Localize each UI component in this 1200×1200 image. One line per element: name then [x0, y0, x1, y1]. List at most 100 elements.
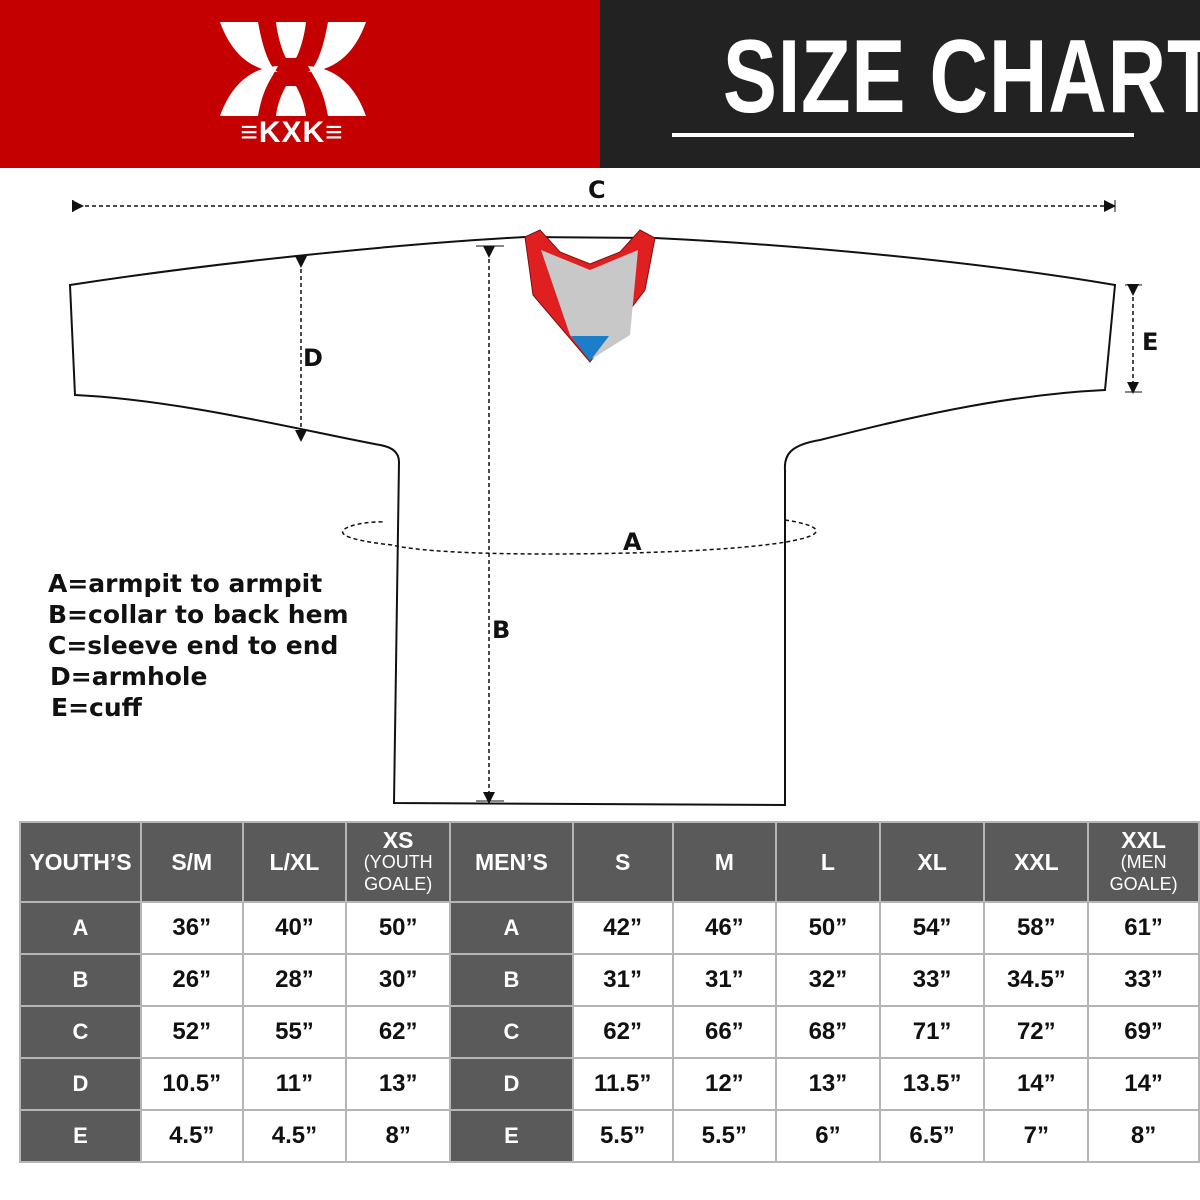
men-value: 5.5”	[671, 1109, 778, 1163]
page-title: SIZE CHART	[722, 19, 1200, 135]
size-header: S	[571, 821, 674, 903]
youth-value: 55”	[241, 1005, 348, 1059]
jersey-outline	[68, 235, 1117, 807]
men-value: 42”	[571, 901, 674, 955]
row-key: E	[19, 1109, 142, 1163]
size-header: L/XL	[241, 821, 348, 903]
label-c: C	[588, 176, 606, 204]
youth-value: 36”	[139, 901, 244, 955]
table-row: D 10.5” 11” 13” D 11.5” 12” 13” 13.5” 14” 14”	[19, 1057, 1200, 1111]
legend-item: B=collar to back hem	[48, 600, 349, 629]
measure-line-a	[341, 519, 817, 555]
men-value: 66”	[671, 1005, 778, 1059]
row-key: D	[449, 1057, 574, 1111]
youth-value: 52”	[139, 1005, 244, 1059]
men-header: MEN’S	[449, 821, 574, 903]
men-value: 33”	[878, 953, 986, 1007]
title-banner	[600, 0, 1200, 168]
label-d: D	[303, 344, 323, 372]
row-key: D	[19, 1057, 142, 1111]
size-header: XXL	[983, 821, 1090, 903]
size-header-main: XXL	[1121, 827, 1166, 853]
youth-value: 4.5”	[139, 1109, 244, 1163]
youth-value: 30”	[345, 953, 452, 1007]
youth-value: 4.5”	[241, 1109, 348, 1163]
legend-item: D=armhole	[50, 662, 208, 691]
table-row: E 4.5” 4.5” 8” E 5.5” 5.5” 6” 6.5” 7” 8”	[19, 1109, 1200, 1163]
size-header-sub1: (YOUTH	[363, 852, 433, 872]
youth-value: 13”	[345, 1057, 452, 1111]
men-value: 32”	[775, 953, 881, 1007]
men-value: 50”	[775, 901, 881, 955]
men-value: 58”	[983, 901, 1090, 955]
label-e: E	[1142, 328, 1159, 356]
men-value: 11.5”	[571, 1057, 674, 1111]
row-key: C	[19, 1005, 142, 1059]
row-key: A	[449, 901, 574, 955]
size-header: S/M	[139, 821, 244, 903]
logo-lines-right: ≡	[325, 116, 344, 149]
size-header: XS (YOUTH GOALE)	[345, 821, 452, 903]
table-row: C 52” 55” 62” C 62” 66” 68” 71” 72” 69”	[19, 1005, 1200, 1059]
men-value: 33”	[1087, 953, 1200, 1007]
size-header-sub2: GOALE)	[1109, 874, 1178, 894]
collar-accent	[571, 336, 609, 361]
label-a: A	[623, 528, 642, 556]
legend-item: C=sleeve end to end	[48, 631, 339, 660]
men-value: 31”	[571, 953, 674, 1007]
label-b: B	[492, 616, 511, 644]
men-value: 8”	[1087, 1109, 1200, 1163]
row-key: B	[19, 953, 142, 1007]
kxk-logo-icon	[220, 22, 366, 116]
table-row: A 36” 40” 50” A 42” 46” 50” 54” 58” 61”	[19, 901, 1200, 955]
logo-lines-left: ≡	[240, 116, 259, 149]
men-value: 5.5”	[571, 1109, 674, 1163]
men-value: 13.5”	[878, 1057, 986, 1111]
men-value: 71”	[878, 1005, 986, 1059]
youth-header: YOUTH’S	[19, 821, 142, 903]
jersey-diagram	[68, 200, 1142, 807]
men-value: 6”	[775, 1109, 881, 1163]
size-header: M	[671, 821, 778, 903]
men-value: 61”	[1087, 901, 1200, 955]
men-value: 68”	[775, 1005, 881, 1059]
row-key: A	[19, 901, 142, 955]
men-value: 12”	[671, 1057, 778, 1111]
men-value: 6.5”	[878, 1109, 986, 1163]
men-value: 46”	[671, 901, 778, 955]
size-header: XXL (MEN GOALE)	[1087, 821, 1200, 903]
youth-value: 40”	[241, 901, 348, 955]
youth-value: 8”	[345, 1109, 452, 1163]
table-header-row: YOUTH’S S/M L/XL XS (YOUTH GOALE) MEN’S S M L XL XX…	[19, 821, 1200, 903]
men-value: 13”	[775, 1057, 881, 1111]
row-key: C	[449, 1005, 574, 1059]
men-value: 34.5”	[983, 953, 1090, 1007]
size-header: XL	[878, 821, 986, 903]
youth-value: 50”	[345, 901, 452, 955]
youth-value: 10.5”	[139, 1057, 244, 1111]
logo-text: ≡KXK≡	[218, 116, 366, 150]
youth-value: 28”	[241, 953, 348, 1007]
youth-value: 26”	[139, 953, 244, 1007]
collar-inner	[541, 250, 638, 360]
men-value: 62”	[571, 1005, 674, 1059]
measurement-legend: A=armpit to armpit B=collar to back hem …	[48, 568, 349, 723]
size-header-sub2: GOALE)	[364, 874, 433, 894]
row-key: B	[449, 953, 574, 1007]
men-value: 69”	[1087, 1005, 1200, 1059]
men-value: 14”	[1087, 1057, 1200, 1111]
legend-item: A=armpit to armpit	[48, 569, 323, 598]
men-value: 7”	[983, 1109, 1090, 1163]
size-header: L	[775, 821, 881, 903]
youth-value: 62”	[345, 1005, 452, 1059]
legend-item: E=cuff	[51, 693, 142, 722]
size-table: YOUTH’S S/M L/XL XS (YOUTH GOALE) MEN’S S M L XL XX…	[19, 821, 1200, 1163]
size-header-main: XS	[382, 827, 414, 853]
men-value: 14”	[983, 1057, 1090, 1111]
men-value: 54”	[878, 901, 986, 955]
size-header-sub1: (MEN	[1120, 852, 1167, 872]
logo-wordmark: KXK	[258, 116, 326, 149]
table-row: B 26” 28” 30” B 31” 31” 32” 33” 34.5” 33”	[19, 953, 1200, 1007]
men-value: 72”	[983, 1005, 1090, 1059]
men-value: 31”	[671, 953, 778, 1007]
